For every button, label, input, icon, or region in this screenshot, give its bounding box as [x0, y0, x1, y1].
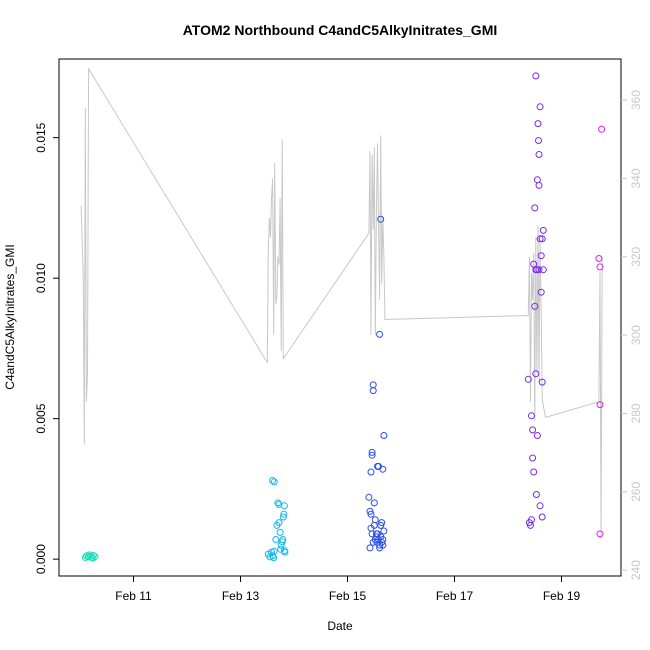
- data-point: [524, 375, 532, 383]
- data-point: [85, 552, 93, 560]
- data-point: [367, 524, 375, 532]
- data-point: [280, 502, 288, 510]
- data-point: [596, 401, 604, 409]
- data-point: [529, 426, 537, 434]
- data-point: [270, 478, 278, 486]
- data-point: [595, 255, 603, 262]
- y-tick-label: 0.010: [34, 263, 48, 293]
- y2-tick-label: 340: [629, 168, 643, 188]
- data-point: [534, 120, 542, 128]
- y2-tick-label: 260: [629, 481, 643, 501]
- data-point: [269, 477, 277, 484]
- data-point: [367, 510, 375, 518]
- data-point: [379, 465, 387, 473]
- data-point: [537, 252, 545, 260]
- data-point: [81, 554, 89, 561]
- x-tick-label: Feb 13: [222, 589, 260, 603]
- y-tick-label: 0.000: [34, 544, 48, 574]
- data-point: [376, 544, 384, 552]
- data-point: [533, 432, 541, 439]
- data-point: [596, 530, 604, 538]
- x-tick-label: Feb 15: [329, 589, 367, 603]
- data-point: [276, 528, 284, 536]
- data-point: [380, 432, 388, 439]
- data-point: [532, 491, 540, 498]
- data-point: [532, 72, 540, 80]
- data-point: [532, 370, 540, 378]
- data-point: [372, 530, 380, 538]
- x-tick-label: Feb 19: [543, 589, 581, 603]
- x-tick-label: Feb 17: [436, 589, 474, 603]
- data-point: [380, 527, 388, 535]
- x-tick-label: Feb 11: [115, 589, 152, 603]
- y-tick-label: 0.005: [34, 403, 48, 433]
- data-point: [539, 226, 547, 234]
- data-point: [277, 545, 285, 553]
- right-axis-series-line: [80, 67, 603, 539]
- data-point: [535, 151, 543, 158]
- data-point: [538, 235, 546, 243]
- data-point: [279, 513, 287, 521]
- data-point: [379, 536, 387, 543]
- data-point: [531, 302, 539, 310]
- data-point: [538, 513, 546, 521]
- data-point: [371, 516, 379, 524]
- data-point: [368, 451, 376, 459]
- data-point: [531, 204, 539, 212]
- data-point: [370, 499, 378, 507]
- axes: Feb 11 Feb 13 Feb 15 Feb 17 Feb 19 0.000 0.005…: [34, 90, 643, 603]
- y2-tick-label: 320: [629, 246, 643, 266]
- data-point: [529, 454, 537, 462]
- data-point: [279, 536, 287, 543]
- data-point: [369, 387, 377, 395]
- data-point: [367, 468, 375, 476]
- series-line: [80, 67, 603, 539]
- data-point: [538, 378, 546, 386]
- x-axis-label: Date: [327, 619, 353, 633]
- y-tick-label: 0.015: [34, 122, 48, 152]
- data-point: [537, 288, 545, 296]
- data-point: [365, 493, 373, 501]
- data-point: [368, 448, 376, 456]
- data-point: [376, 330, 384, 338]
- data-point: [366, 544, 374, 552]
- y2-tick-label: 360: [629, 90, 643, 110]
- data-point: [536, 235, 544, 243]
- data-point: [536, 502, 544, 510]
- chart-title: ATOM2 Northbound C4andC5AlkyInitrates_GM…: [183, 22, 498, 38]
- data-point: [596, 263, 604, 271]
- data-point: [535, 181, 543, 189]
- data-point: [598, 125, 606, 133]
- data-point: [536, 103, 544, 111]
- data-point: [275, 519, 283, 527]
- data-points: [81, 72, 606, 562]
- data-point: [535, 266, 543, 274]
- data-point: [528, 412, 535, 420]
- y2-tick-label: 240: [629, 560, 643, 580]
- data-point: [530, 468, 538, 476]
- data-point: [378, 519, 386, 527]
- data-point: [280, 510, 288, 518]
- y-axis-label: C4andC5AlkyInitrates_GMI: [3, 244, 17, 389]
- data-point: [539, 266, 547, 274]
- y2-tick-label: 280: [629, 403, 643, 423]
- data-point: [270, 547, 278, 555]
- data-point: [272, 536, 280, 543]
- data-point: [528, 516, 535, 524]
- data-point: [535, 137, 542, 144]
- data-point: [274, 499, 282, 507]
- y2-tick-label: 300: [629, 325, 643, 345]
- data-point: [89, 554, 97, 562]
- data-point: [377, 215, 385, 223]
